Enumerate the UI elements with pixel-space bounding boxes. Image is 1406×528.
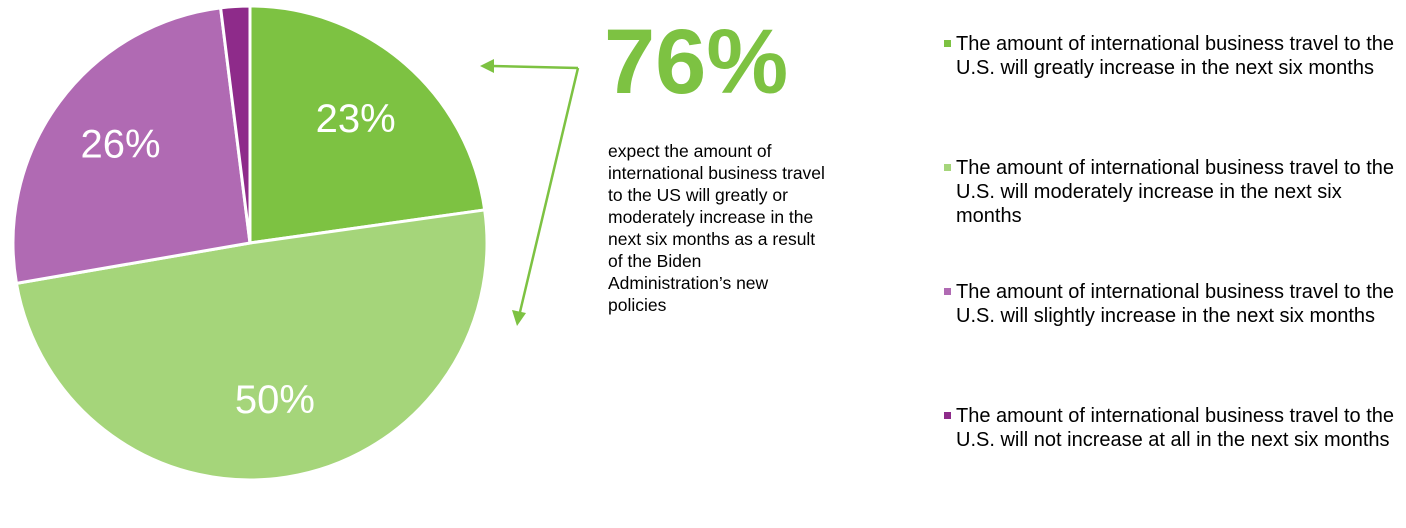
page: 23% 50% 26% 76% expect the amount of inter… xyxy=(11,4,1395,480)
pie-slice xyxy=(248,4,487,245)
legend-item: The amount of international business tra… xyxy=(940,280,1400,404)
legend-swatch xyxy=(944,40,951,47)
pie-slice xyxy=(11,6,252,286)
pie-slice xyxy=(14,208,489,480)
legend: The amount of international business tra… xyxy=(940,32,1400,528)
legend-item: The amount of international business tra… xyxy=(940,156,1400,280)
legend-swatch xyxy=(944,164,951,171)
legend-item: The amount of international business tra… xyxy=(940,32,1400,156)
annotation-arrow xyxy=(480,59,580,326)
arrow-head xyxy=(512,310,526,326)
arrow-line xyxy=(491,64,579,70)
annotation-text: expect the amount of international busin… xyxy=(608,141,825,315)
legend-swatch xyxy=(944,412,951,419)
slice-label: 23% xyxy=(316,97,396,141)
legend-swatch xyxy=(944,288,951,295)
legend-item: The amount of international business tra… xyxy=(940,404,1400,528)
arrow-line xyxy=(518,67,580,313)
legend-label: The amount of international business tra… xyxy=(956,405,1395,451)
legend-label: The amount of international business tra… xyxy=(956,33,1395,79)
legend-label: The amount of international business tra… xyxy=(956,157,1395,227)
arrow-head xyxy=(480,59,494,73)
slice-label: 26% xyxy=(80,123,160,167)
slice-label: 50% xyxy=(235,378,315,422)
chart: 23% 50% 26% xyxy=(11,4,580,480)
pie-slice xyxy=(218,4,252,244)
legend-label: The amount of international business tra… xyxy=(956,281,1395,327)
annotation-headline: 76% xyxy=(604,11,789,113)
